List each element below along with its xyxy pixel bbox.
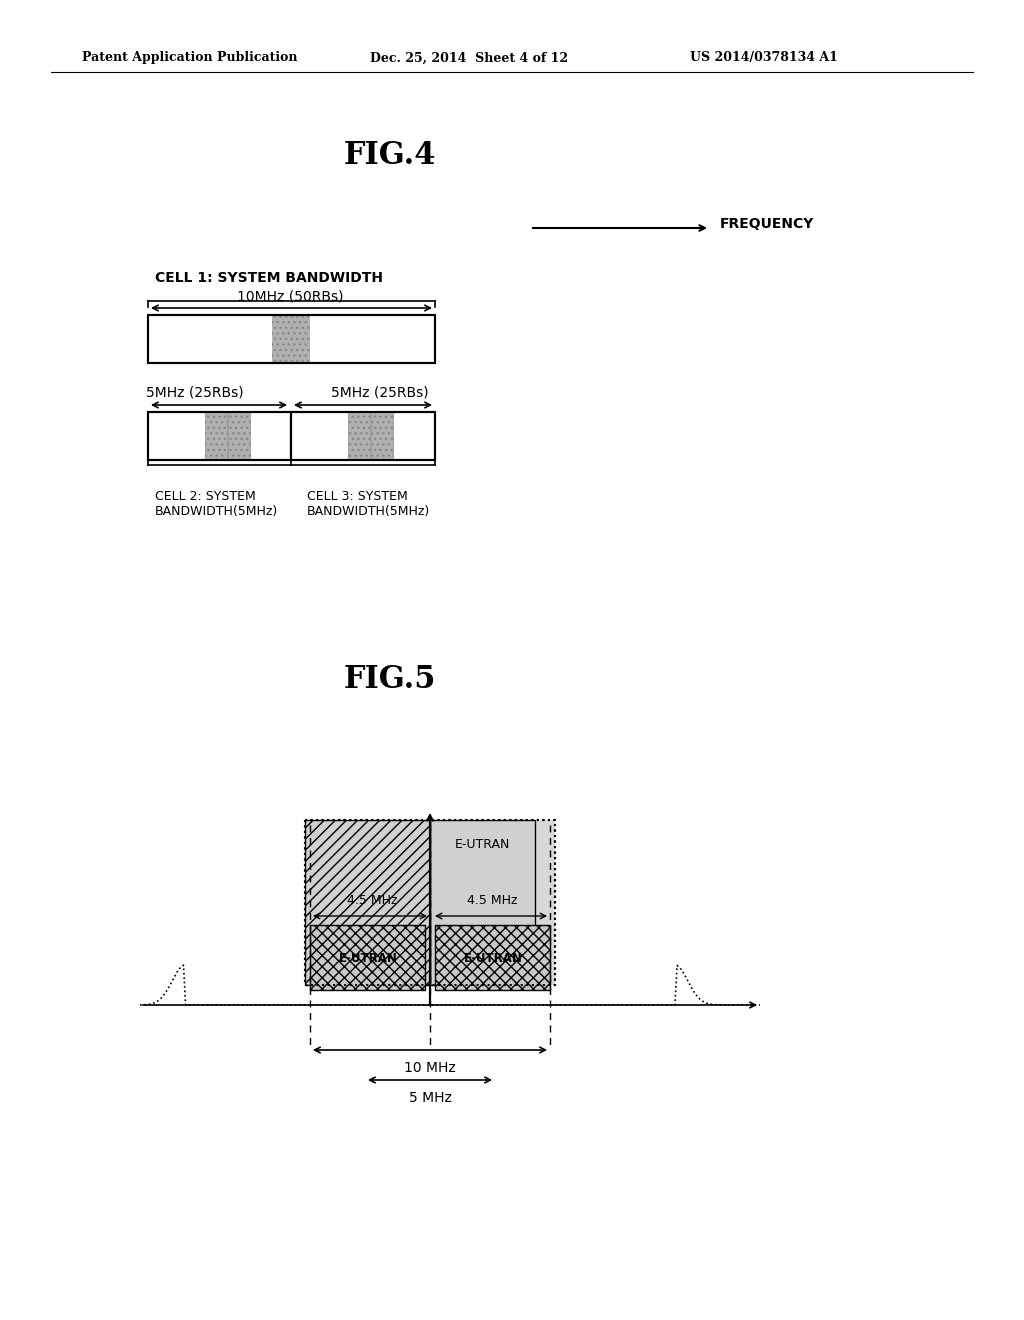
Text: CELL 3: SYSTEM
BANDWIDTH(5MHz): CELL 3: SYSTEM BANDWIDTH(5MHz)	[307, 490, 430, 517]
Bar	[371, 412, 393, 459]
Text: CELL 1: SYSTEM BANDWIDTH: CELL 1: SYSTEM BANDWIDTH	[155, 271, 383, 285]
Bar	[148, 412, 291, 459]
Bar	[205, 412, 227, 459]
Bar	[228, 412, 250, 459]
FancyBboxPatch shape	[305, 820, 555, 985]
Text: E-UTRAN: E-UTRAN	[339, 952, 397, 965]
Text: US 2014/0378134 A1: US 2014/0378134 A1	[690, 51, 838, 65]
Bar	[272, 315, 310, 363]
Bar	[305, 820, 555, 985]
Text: 10MHz (50RBs): 10MHz (50RBs)	[237, 290, 343, 304]
Bar	[291, 412, 435, 459]
Bar	[148, 412, 291, 459]
Text: 5MHz (25RBs): 5MHz (25RBs)	[146, 385, 244, 400]
Text: FIG.5: FIG.5	[344, 664, 436, 696]
Bar	[148, 315, 435, 363]
Text: 10 MHz: 10 MHz	[404, 1061, 456, 1074]
Bar	[348, 412, 370, 459]
Text: Dec. 25, 2014  Sheet 4 of 12: Dec. 25, 2014 Sheet 4 of 12	[370, 51, 568, 65]
Bar	[305, 820, 430, 985]
Text: FREQUENCY: FREQUENCY	[720, 216, 814, 231]
Text: 4.5 MHz: 4.5 MHz	[467, 894, 517, 907]
Text: FIG.4: FIG.4	[344, 140, 436, 170]
Bar	[148, 315, 435, 363]
Bar	[430, 820, 535, 985]
Text: Patent Application Publication: Patent Application Publication	[82, 51, 298, 65]
Bar	[435, 925, 550, 990]
Text: 5 MHz: 5 MHz	[409, 1092, 452, 1105]
Text: E-UTRAN: E-UTRAN	[455, 838, 510, 851]
Text: CELL 2: SYSTEM
BANDWIDTH(5MHz): CELL 2: SYSTEM BANDWIDTH(5MHz)	[155, 490, 279, 517]
Bar	[291, 412, 435, 459]
Text: E-UTRAN: E-UTRAN	[464, 952, 522, 965]
Text: 4.5 MHz: 4.5 MHz	[347, 894, 397, 907]
Bar	[310, 925, 425, 990]
Text: 5MHz (25RBs): 5MHz (25RBs)	[331, 385, 429, 400]
